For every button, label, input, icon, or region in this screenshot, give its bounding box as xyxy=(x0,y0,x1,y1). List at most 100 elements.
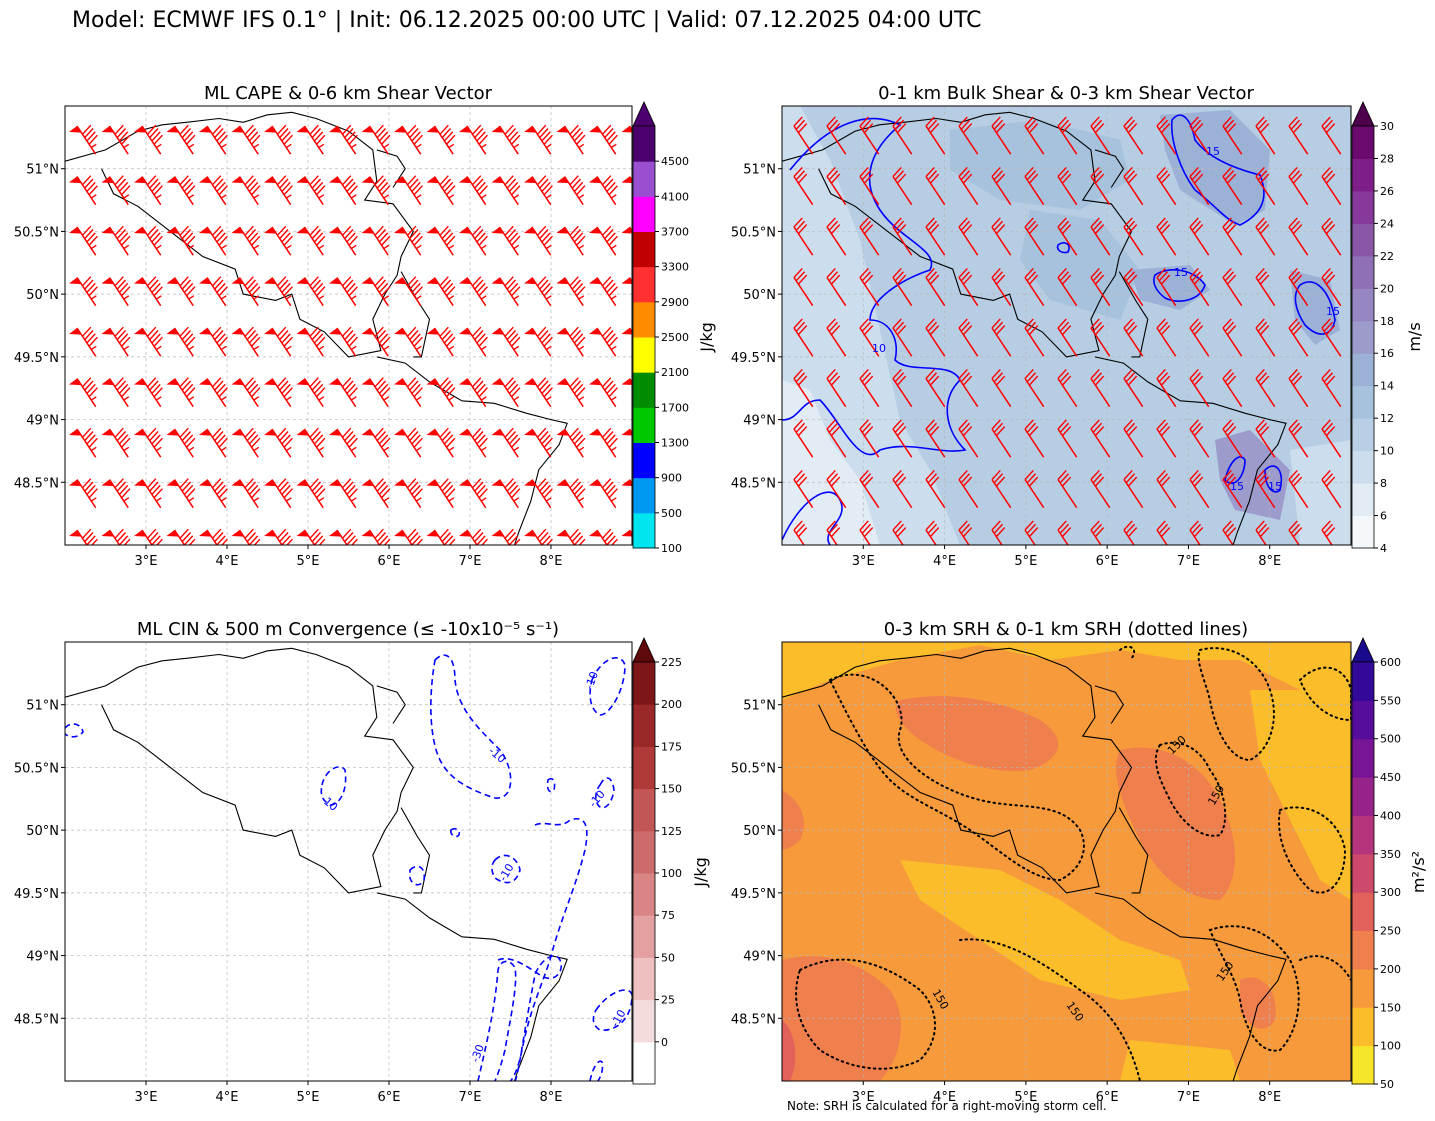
shear-barb xyxy=(231,175,261,206)
lat-tick-label: 49.5°N xyxy=(14,887,59,902)
shear-barb xyxy=(859,267,880,307)
shear-barb xyxy=(958,267,979,307)
shear-barb xyxy=(231,276,261,307)
colorbar-tick-label: 26 xyxy=(1380,185,1394,198)
shear-barb xyxy=(101,478,131,509)
colorbar-label: m²/s² xyxy=(1409,851,1428,893)
shear-barb xyxy=(1123,166,1144,206)
shear-barb xyxy=(1156,419,1177,458)
shear-barb xyxy=(1189,469,1210,509)
shear-barb xyxy=(793,419,814,458)
contour-label: 15 xyxy=(1206,145,1220,158)
contour-10-west xyxy=(782,117,967,456)
lat-tick-label: 48.5°N xyxy=(14,476,59,491)
shear-barb xyxy=(69,427,98,458)
lat-tick-label: 50.5°N xyxy=(14,225,59,240)
shear-barb xyxy=(69,377,98,408)
colorbar-swatch xyxy=(1352,1045,1374,1085)
shear-barb xyxy=(296,326,326,357)
contour-label: -30 xyxy=(469,1043,487,1064)
lat-tick-label: 50°N xyxy=(743,824,776,839)
shear-barb xyxy=(589,124,618,155)
contour-15-north-small xyxy=(1056,242,1070,254)
colorbar-cape: 100 500 900 1300 1700 2100 2500 2900 3300 3700 410… xyxy=(632,101,689,555)
border-line xyxy=(1094,685,1125,724)
shear-barb xyxy=(589,377,618,408)
colorbar-cin: 0 25 50 75 100 125 150 175 200 225 xyxy=(632,637,682,1085)
shear-barb xyxy=(231,528,261,545)
contour-srh xyxy=(1299,955,1351,981)
srh-field-yellow-center xyxy=(900,860,1190,1000)
axis-ticks: 3°E 4°E 5°E 6°E 7°E 8°E 51°N 50.5°N 50°N 49.5°N 49… xyxy=(731,163,1281,569)
contour-15-southeast-a xyxy=(1224,456,1246,484)
shear-barb xyxy=(1189,419,1210,458)
colorbar-tick-label: 175 xyxy=(661,740,682,753)
border-line xyxy=(1118,271,1149,358)
colorbar-tick-label: 550 xyxy=(1380,694,1401,707)
panel-title-cape: ML CAPE & 0-6 km Shear Vector xyxy=(204,83,493,104)
colorbar-tick-label: 4500 xyxy=(661,155,689,168)
contour-15-northeast xyxy=(1170,114,1265,226)
shear-barb xyxy=(892,267,913,307)
shear-barb xyxy=(556,225,586,256)
shear-barb xyxy=(1057,469,1078,509)
shear-barb xyxy=(1321,368,1342,408)
colorbar-tick-label: 14 xyxy=(1380,380,1394,393)
shear-barb xyxy=(1321,419,1342,458)
contour-conv xyxy=(450,827,461,838)
shear-barb xyxy=(459,528,488,545)
shear-barb xyxy=(892,520,907,545)
shear-barb xyxy=(1321,166,1342,206)
colorbar-swatch xyxy=(1352,700,1374,740)
shear-barb xyxy=(1255,318,1276,357)
srh-field-orange-southeast xyxy=(1240,977,1276,1029)
shear-barb xyxy=(1123,368,1144,408)
shear-barb xyxy=(134,528,163,545)
colorbar-swatch xyxy=(1352,418,1374,452)
shear-barb xyxy=(556,427,586,458)
shear-barb xyxy=(491,326,521,357)
lon-tick-label: 8°E xyxy=(1258,554,1281,569)
shear-barb xyxy=(556,377,586,408)
shear-barb xyxy=(329,528,358,545)
contour-15-east xyxy=(1294,281,1336,335)
shear-barb xyxy=(826,318,847,357)
shear-barb xyxy=(134,225,163,256)
bulk-shear-contour-labels: 10 15 15 15 15 15 xyxy=(872,145,1340,493)
srh-0-1km-contours xyxy=(795,645,1351,1081)
panel-cape: ML CAPE & 0-6 km Shear Vector 3°E 4°E 5°E 6… xyxy=(14,83,716,569)
shear-barb xyxy=(621,529,632,537)
shear-barb xyxy=(793,469,814,509)
colorbar-tick-label: 400 xyxy=(1380,809,1401,822)
shear-barb xyxy=(859,166,880,206)
shear-barb xyxy=(589,528,618,545)
shear-barb xyxy=(793,318,814,357)
shear-barb xyxy=(925,166,946,206)
shear-barb xyxy=(1222,116,1243,155)
footer-note: Note: SRH is calculated for a right-movi… xyxy=(787,1099,1107,1113)
shear-barb xyxy=(491,225,521,256)
colorbar-swatch xyxy=(633,704,655,747)
shear-barb xyxy=(199,225,228,256)
lat-tick-label: 51°N xyxy=(743,163,776,178)
shear-barb xyxy=(1123,419,1144,458)
shear-barbs-0-6km xyxy=(69,124,632,545)
lon-tick-label: 4°E xyxy=(216,554,239,569)
shear-barb xyxy=(329,377,358,408)
shear-barb xyxy=(524,528,553,545)
contour-label: -10 xyxy=(583,670,601,691)
lon-tick-label: 4°E xyxy=(216,1090,239,1105)
shear-barb xyxy=(1222,368,1243,408)
contour-conv xyxy=(592,989,632,1031)
colorbar-tick-label: 25 xyxy=(661,994,675,1007)
shear-barb xyxy=(1288,469,1309,509)
shear-barb xyxy=(1321,520,1336,545)
shear-barb xyxy=(1321,217,1342,256)
contour-srh xyxy=(1119,645,1136,661)
shear-barb xyxy=(1288,368,1309,408)
shear-barb xyxy=(394,276,423,307)
shear-barb xyxy=(1288,116,1309,155)
colorbar-swatch xyxy=(633,788,655,832)
shear-barb xyxy=(1156,166,1177,206)
shear-barb xyxy=(1255,267,1276,307)
